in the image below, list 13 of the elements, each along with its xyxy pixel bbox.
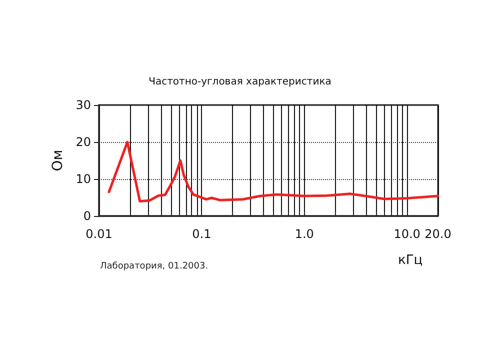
x-tick-label: 1.0 — [294, 227, 314, 241]
y-tick-label: 10 — [76, 172, 91, 186]
y-tick-label: 20 — [76, 135, 91, 149]
y-tick-label: 30 — [76, 98, 91, 112]
text: Лаборатория, 01.2003. — [100, 262, 208, 272]
x-tick-label: 20.0 — [424, 227, 452, 241]
y-axis-title: Ом — [50, 150, 66, 172]
x-tick-label: 0.1 — [192, 227, 212, 241]
x-tick-label: 0.01 — [86, 227, 112, 241]
y-tick-label: 0 — [83, 209, 91, 223]
chart-title: Частотно-угловая характеристика — [148, 76, 332, 88]
x-axis-title: кГц — [398, 253, 423, 268]
x-tick-label: 10.0 — [394, 227, 420, 241]
